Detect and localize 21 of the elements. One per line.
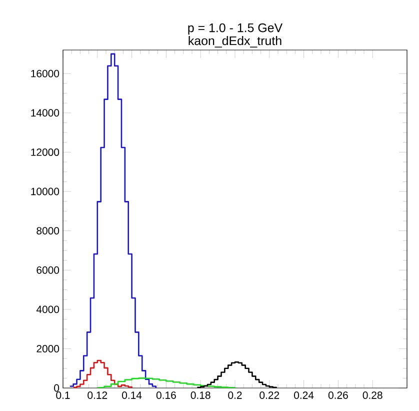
x-tick-label: 0.1 (56, 392, 70, 399)
y-tick-label: 8000 (36, 227, 60, 234)
x-tick-label: 0.16 (156, 392, 176, 399)
y-tick-label: 0 (54, 384, 60, 392)
y-tick-label: 6000 (36, 266, 60, 274)
y-tick-label: 10000 (31, 188, 60, 196)
y-tick-label: 16000 (31, 70, 60, 78)
y-tick-label: 2000 (36, 345, 60, 352)
x-tick-label: 0.12 (88, 392, 108, 399)
x-tick-label: 0.26 (328, 392, 348, 399)
x-tick-label: 0.14 (122, 392, 142, 399)
x-tick-label: 0.18 (190, 392, 210, 399)
x-tick-label: 0.28 (362, 392, 382, 399)
chart-subtitle: kaon_dEdx_truth (188, 36, 282, 48)
x-tick-label: 0.2 (228, 392, 242, 399)
y-tick-label: 4000 (36, 306, 60, 314)
x-tick-label: 0.22 (260, 392, 280, 399)
y-tick-label: 12000 (31, 148, 60, 156)
x-tick-label: 0.24 (294, 392, 314, 399)
y-tick-label: 14000 (31, 109, 60, 117)
chart-title: p = 1.0 - 1.5 GeV (188, 23, 283, 35)
